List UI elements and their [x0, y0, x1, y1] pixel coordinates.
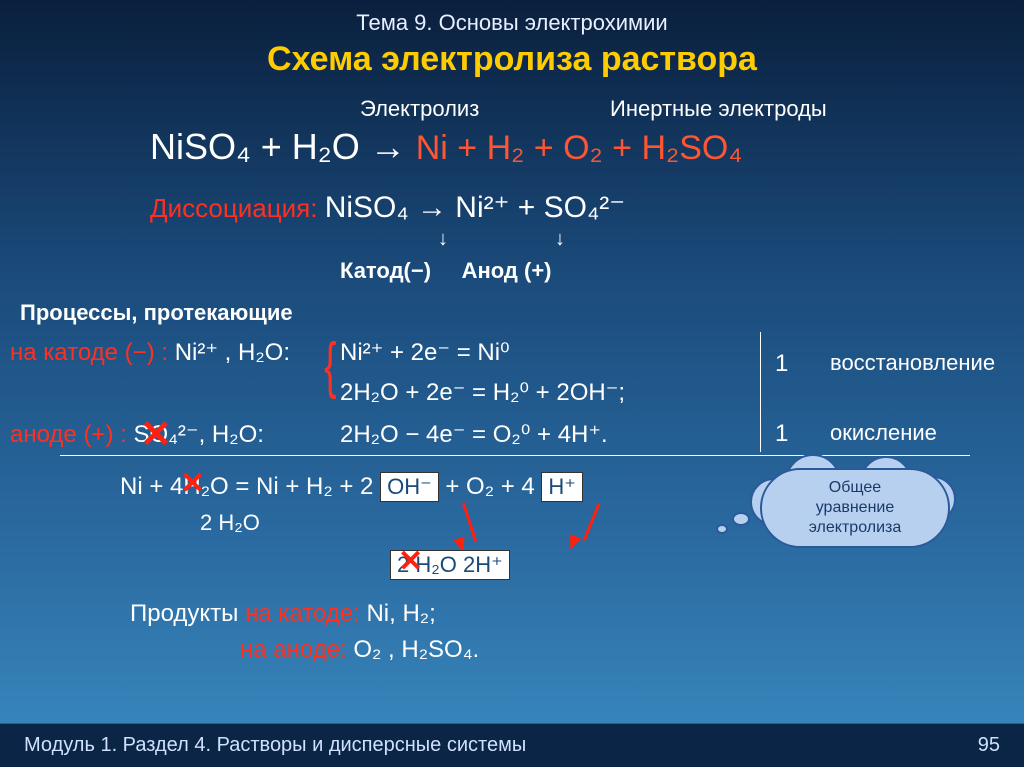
- cathode-process-line: на катоде (−) : Ni²⁺ , H₂O:: [10, 338, 290, 367]
- sum-box-oh: OH⁻: [380, 472, 439, 502]
- product-box: 2 H₂O 2H⁺: [390, 550, 510, 580]
- label-electrolysis: Электролиз: [360, 96, 479, 122]
- dissociation-eq: NiSO₄ → Ni²⁺ + SO₄²⁻: [325, 191, 625, 224]
- reduction-label: восстановление: [830, 350, 995, 376]
- cloud-line-2: уравнение: [816, 499, 895, 516]
- main-equation: NiSO₄ + H₂O → Ni + H₂ + O₂ + H₂SO₄: [150, 126, 742, 168]
- oxidation-label: окисление: [830, 420, 937, 446]
- at-cathode-label: на катоде (−) :: [10, 339, 168, 366]
- sum-equation: Ni + 4H₂O = Ni + H₂ + 2 OH⁻ + O₂ + 4 H⁺: [120, 472, 583, 502]
- cathode-eq-1: Ni²⁺ + 2e⁻ = Ni⁰: [340, 338, 510, 367]
- products-anode-value: O₂ , H₂SO₄.: [353, 636, 479, 663]
- horizontal-rule: [60, 455, 970, 456]
- products-anode-line: на аноде: O₂ , H₂SO₄.: [240, 636, 479, 664]
- anode-species: SO₄²⁻, H₂O:: [133, 421, 263, 448]
- red-arrow-line: [583, 503, 601, 541]
- multiplier-2: 1: [775, 420, 788, 448]
- sum-box-h: H⁺: [541, 472, 583, 502]
- footer-page-number: 95: [978, 734, 1000, 757]
- arrow-down-icon: ↓: [555, 228, 565, 251]
- anode-process-line: аноде (+) : SO₄²⁻, H₂O:: [10, 420, 264, 449]
- products-cathode-label: на катоде:: [245, 600, 360, 627]
- anode-label: Анод (+): [462, 258, 552, 283]
- cathode-label: Катод(−): [340, 258, 431, 283]
- arrow-down-icon: ↓: [438, 228, 448, 251]
- dissociation-line: Диссоциация: NiSO₄ → Ni²⁺ + SO₄²⁻: [150, 190, 625, 225]
- products-anode-label: на аноде:: [240, 636, 347, 663]
- sum-left: Ni + 4H₂O = Ni + H₂ + 2: [120, 473, 373, 500]
- cathode-anode-labels: Катод(−) Анод (+): [340, 258, 552, 284]
- anode-eq: 2H₂O − 4e⁻ = O₂⁰ + 4H⁺.: [340, 420, 608, 449]
- cloud-callout: Общее уравнение электролиза: [760, 468, 960, 558]
- products-label: Продукты: [130, 600, 238, 627]
- cathode-eq-2: 2H₂O + 2e⁻ = H₂⁰ + 2OH⁻;: [340, 378, 625, 407]
- products-cathode-line: Продукты на катоде: Ni, H₂;: [130, 600, 436, 628]
- page-title: Схема электролиза раствора: [0, 40, 1024, 79]
- sum-below: 2 H₂O: [200, 510, 260, 536]
- cloud-line-1: Общее: [829, 479, 881, 496]
- multiplier-1: 1: [775, 350, 788, 378]
- main-eq-right: Ni + H₂ + O₂ + H₂SO₄: [416, 129, 743, 167]
- red-arrow-head: [565, 534, 581, 551]
- at-anode-label: аноде (+) :: [10, 421, 127, 448]
- sum-mid: + O₂ + 4: [445, 473, 534, 500]
- footer-bar: Модуль 1. Раздел 4. Растворы и дисперсны…: [0, 723, 1024, 767]
- cloud-line-3: электролиза: [809, 519, 902, 536]
- brace-left: {: [324, 330, 336, 401]
- vertical-bar: [760, 332, 761, 452]
- footer-left-text: Модуль 1. Раздел 4. Растворы и дисперсны…: [24, 734, 526, 757]
- topic-line: Тема 9. Основы электрохимии: [0, 0, 1024, 36]
- main-eq-left: NiSO₄ + H₂O →: [150, 126, 406, 167]
- dissociation-label: Диссоциация:: [150, 193, 317, 223]
- products-cathode-value: Ni, H₂;: [366, 600, 435, 627]
- label-inert-electrodes: Инертные электроды: [610, 96, 827, 122]
- cathode-species: Ni²⁺ , H₂O:: [175, 339, 290, 366]
- processes-heading: Процессы, протекающие: [20, 300, 293, 326]
